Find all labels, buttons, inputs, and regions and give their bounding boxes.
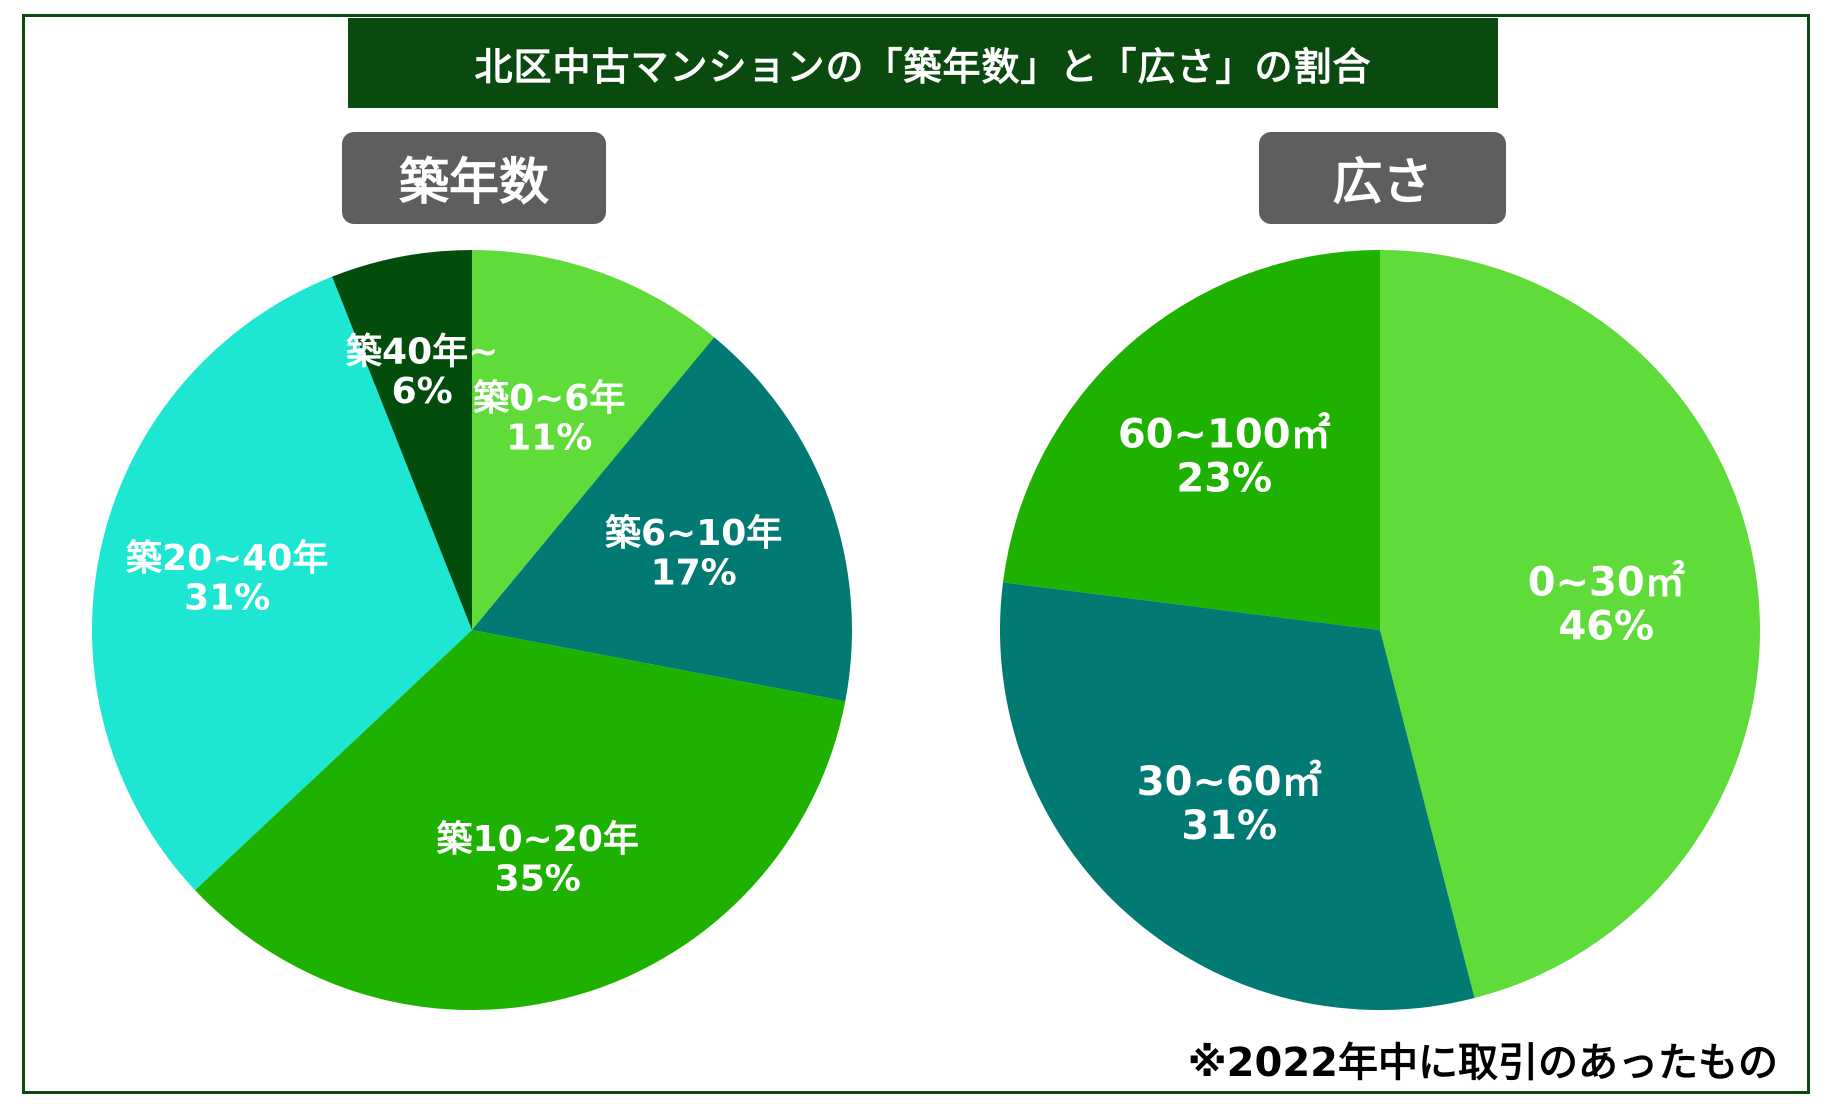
slice-percent-label: 31% bbox=[184, 577, 270, 618]
pie-title-size: 広さ bbox=[1259, 132, 1506, 224]
pie-slice bbox=[1002, 250, 1380, 630]
footnote: ※2022年中に取引のあったもの bbox=[1187, 1040, 1778, 1086]
pie-title-age: 築年数 bbox=[342, 132, 606, 224]
slice-label: 築10~20年 bbox=[437, 819, 639, 860]
slice-label: 築20~40年 bbox=[126, 538, 328, 579]
pie-slice bbox=[1380, 250, 1761, 999]
slice-label: 60~100㎡ bbox=[1118, 411, 1331, 457]
slice-label: 30~60㎡ bbox=[1137, 759, 1322, 805]
pie-slice bbox=[472, 337, 852, 702]
slice-label: 築40年~ bbox=[346, 331, 498, 372]
slice-percent-label: 35% bbox=[495, 858, 581, 899]
slice-percent-label: 31% bbox=[1181, 803, 1277, 849]
slice-percent-label: 23% bbox=[1176, 455, 1272, 501]
slice-percent-label: 6% bbox=[392, 371, 453, 412]
slice-label: 築0~6年 bbox=[473, 378, 625, 419]
pie-slice bbox=[472, 250, 715, 630]
main-title: 北区中古マンションの「築年数」と「広さ」の割合 bbox=[348, 18, 1498, 108]
pie-slice bbox=[91, 276, 472, 891]
pie-slice bbox=[1000, 582, 1475, 1010]
slice-label: 0~30㎡ bbox=[1528, 559, 1685, 605]
slice-label: 築6~10年 bbox=[605, 513, 782, 554]
pie-slice bbox=[194, 630, 846, 1011]
slice-percent-label: 46% bbox=[1558, 603, 1654, 649]
pie-slice bbox=[332, 250, 472, 630]
slice-percent-label: 11% bbox=[506, 418, 592, 459]
slice-percent-label: 17% bbox=[651, 552, 737, 593]
